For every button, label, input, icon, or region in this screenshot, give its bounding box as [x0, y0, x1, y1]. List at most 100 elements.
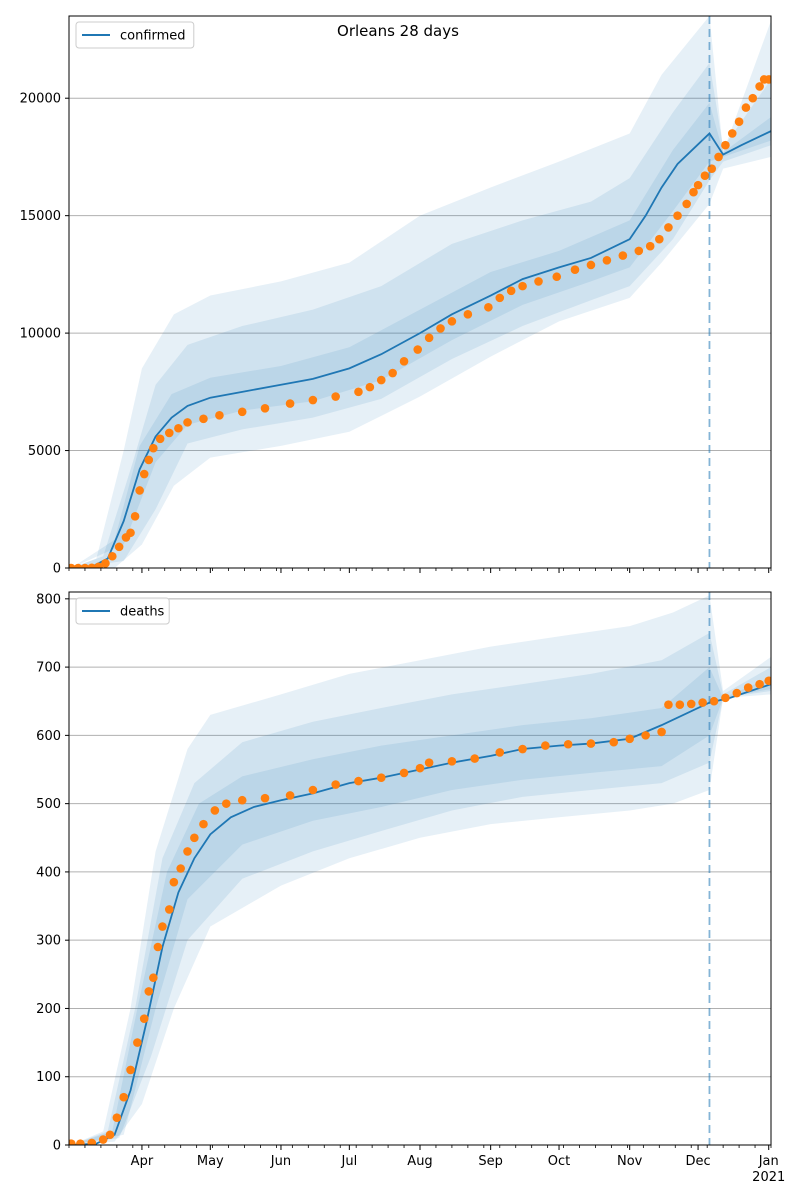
observed-point — [176, 864, 185, 873]
observed-point — [365, 382, 375, 392]
observed-point — [484, 302, 493, 312]
observed-point — [112, 1113, 122, 1122]
observed-point — [130, 512, 140, 521]
legend: deaths — [75, 597, 170, 625]
observed-point — [682, 199, 691, 209]
y-tick-label: 0 — [53, 562, 61, 577]
observed-point — [721, 693, 730, 703]
observed-point — [190, 833, 199, 843]
observed-point — [748, 93, 758, 103]
x-tick-label: Jan — [758, 1154, 779, 1169]
observed-point — [721, 140, 730, 150]
band-middle — [71, 62, 771, 568]
observed-point — [119, 1092, 129, 1102]
y-tick-label: 100 — [36, 1070, 61, 1085]
observed-point — [135, 486, 144, 495]
observed-point — [700, 171, 710, 181]
observed-point — [618, 251, 628, 260]
observed-point — [689, 187, 698, 197]
legend-label: deaths — [120, 605, 165, 620]
band-outer — [71, 16, 771, 568]
observed-point — [105, 1130, 115, 1140]
observed-point — [506, 286, 516, 296]
observed-point — [164, 428, 174, 438]
observed-point — [424, 758, 434, 767]
confirmed-chart: 0 5000 10000 15000 20000 confirmed — [20, 15, 772, 577]
observed-point — [331, 392, 340, 401]
y-tick-label: 500 — [36, 797, 61, 812]
observed-point — [586, 260, 596, 270]
y-tick-label: 800 — [36, 592, 61, 607]
x-tick-label: Jun — [270, 1154, 291, 1169]
observed-point — [413, 345, 423, 354]
observed-point — [641, 731, 650, 740]
observed-point — [87, 563, 97, 568]
x-tick-label: Sep — [478, 1154, 503, 1169]
observed-point — [183, 418, 192, 427]
observed-point — [101, 559, 110, 568]
observed-point — [98, 1135, 108, 1144]
observed-point — [495, 293, 505, 303]
observed-point — [673, 211, 682, 220]
observed-point — [727, 129, 737, 138]
observed-point — [743, 683, 753, 692]
observed-point — [174, 423, 183, 433]
observed-point — [139, 1014, 149, 1023]
x-tick-label: May — [197, 1154, 224, 1169]
observed-point — [447, 317, 457, 326]
x-tick-label: Aug — [407, 1154, 432, 1169]
observed-point — [183, 847, 192, 856]
legend: confirmed — [75, 21, 195, 49]
y-tick-label: 0 — [53, 1139, 61, 1154]
observed-point — [470, 754, 480, 763]
figure-title: Orleans 28 days — [337, 22, 459, 40]
observed-point — [210, 806, 220, 815]
y-tick-label: 700 — [36, 661, 61, 676]
observed-point — [69, 1139, 76, 1145]
observed-point — [634, 246, 644, 256]
y-tick-label: 5000 — [28, 444, 61, 459]
observed-point — [447, 757, 457, 766]
observed-point — [69, 563, 76, 568]
observed-point — [693, 180, 703, 190]
observed-point — [237, 795, 247, 805]
observed-point — [260, 403, 270, 413]
observed-point — [755, 679, 764, 689]
observed-point — [675, 700, 685, 709]
observed-point — [354, 776, 363, 786]
legend-box — [75, 597, 170, 625]
observed-point — [169, 877, 179, 887]
x-tick-label: Apr — [131, 1154, 154, 1169]
observed-point — [126, 1065, 135, 1075]
band-middle — [71, 632, 771, 1145]
observed-point — [114, 542, 124, 552]
observed-point — [755, 82, 764, 91]
y-tick-label: 400 — [36, 865, 61, 880]
observed-point — [87, 1138, 97, 1145]
legend-box — [75, 21, 195, 49]
x-tick-label: Dec — [685, 1154, 710, 1169]
band-inner — [71, 102, 771, 568]
observed-point — [149, 443, 158, 453]
y-tick-label: 200 — [36, 1002, 61, 1017]
observed-point — [199, 414, 208, 424]
observed-point — [563, 739, 573, 749]
observed-point — [625, 734, 634, 744]
observed-point — [388, 368, 397, 378]
observed-point — [399, 356, 409, 366]
observed-point — [552, 272, 562, 282]
x-tick-sublabel: 2021 — [752, 1170, 785, 1185]
observed-point — [541, 741, 550, 750]
observed-point — [570, 265, 580, 274]
observed-point — [436, 324, 445, 333]
observed-point — [126, 528, 135, 538]
observed-point — [657, 727, 666, 737]
observed-point — [741, 103, 751, 112]
band-inner — [71, 667, 771, 1145]
observed-point — [415, 763, 425, 773]
observed-point — [221, 799, 231, 808]
observed-point — [158, 922, 167, 931]
observed-point — [354, 387, 363, 397]
observed-point — [376, 773, 386, 782]
observed-point — [308, 785, 318, 795]
